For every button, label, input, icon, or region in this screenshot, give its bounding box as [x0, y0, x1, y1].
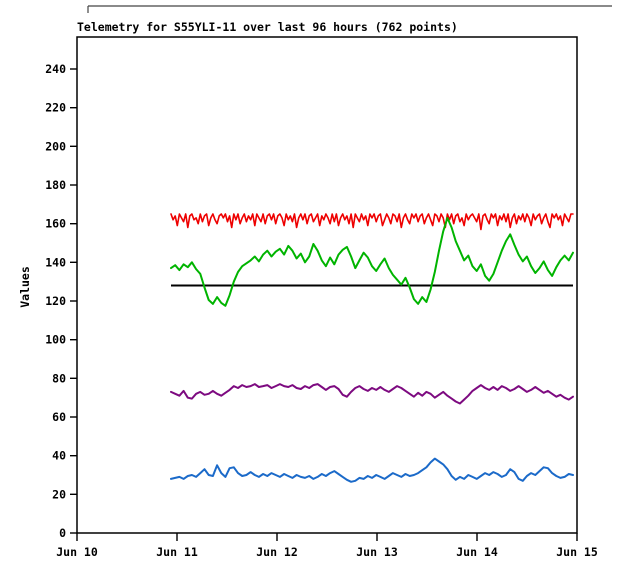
y-tick-label: 20: [52, 487, 66, 501]
y-tick-label: 200: [45, 139, 66, 153]
x-tick-label: Jun 14: [456, 545, 498, 559]
top-divider: [87, 5, 612, 13]
y-tick-label: 160: [45, 217, 66, 231]
chart-title: Telemetry for S55YLI-11 over last 96 hou…: [77, 20, 458, 34]
y-axis-label: Values: [18, 266, 32, 308]
y-tick-label: 0: [59, 526, 66, 540]
x-tick-label: Jun 11: [156, 545, 198, 559]
y-tick-label: 60: [52, 410, 66, 424]
series-red-ceiling: [170, 213, 574, 231]
y-tick-label: 40: [52, 449, 66, 463]
y-tick-label: 100: [45, 333, 66, 347]
y-tick-label: 80: [52, 371, 66, 385]
y-tick-label: 240: [45, 62, 66, 76]
y-tick-label: 120: [45, 294, 66, 308]
x-tick-label: Jun 10: [56, 545, 98, 559]
plot-border: [76, 36, 578, 534]
series-green: [170, 216, 574, 307]
y-tick-label: 180: [45, 178, 66, 192]
x-tick-label: Jun 15: [556, 545, 598, 559]
x-axis-ticks: Jun 10 Jun 11 Jun 12 Jun 13 Jun 14 Jun 15: [56, 533, 598, 559]
y-tick-label: 140: [45, 255, 66, 269]
series-purple: [170, 383, 574, 405]
series-lines: [170, 213, 574, 483]
series-blue: [170, 457, 574, 483]
y-axis-ticks: 0 20 40 60 80 100 120 140 160 180 200 220 240: [45, 62, 77, 540]
x-tick-label: Jun 13: [356, 545, 398, 559]
y-tick-label: 220: [45, 101, 66, 115]
x-tick-label: Jun 12: [256, 545, 298, 559]
